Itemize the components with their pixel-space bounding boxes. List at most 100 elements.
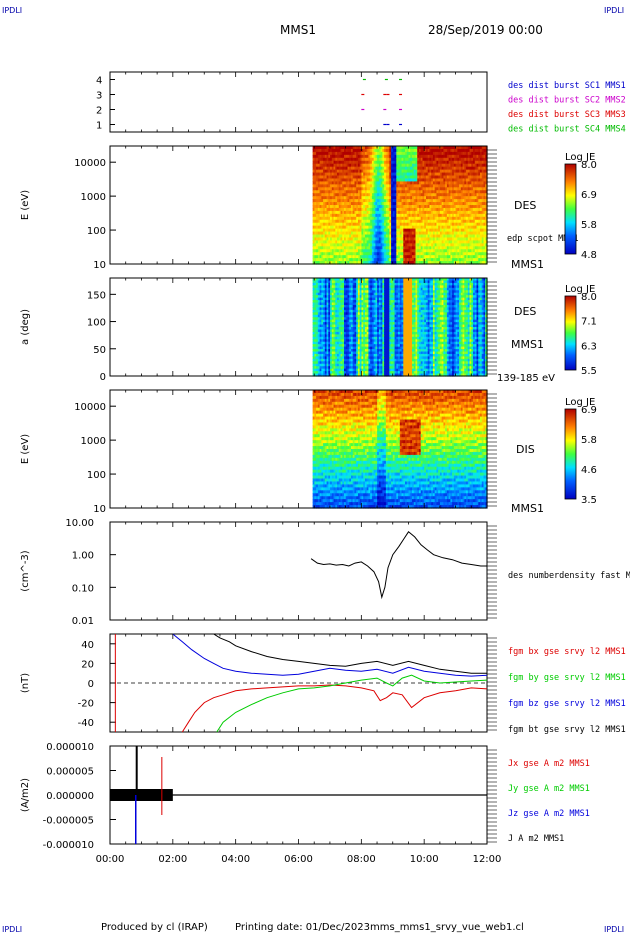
spectrogram-cell bbox=[462, 175, 465, 180]
spectrogram-cell bbox=[432, 246, 436, 250]
spectrogram-cell bbox=[384, 252, 387, 256]
spectrogram-cell bbox=[347, 151, 350, 156]
spectrogram-cell bbox=[314, 216, 317, 221]
des-energy-label: DES bbox=[514, 199, 536, 212]
spectrogram-cell bbox=[425, 234, 429, 239]
spectrogram-cell bbox=[394, 240, 397, 244]
spectrogram-cell bbox=[380, 249, 383, 253]
spectrogram-cell bbox=[429, 148, 432, 153]
spectrogram-cell bbox=[452, 193, 455, 197]
spectrogram-cell bbox=[366, 190, 370, 194]
spectrogram-cell bbox=[436, 187, 439, 191]
spectrogram-cell bbox=[438, 261, 441, 265]
spectrogram-cell bbox=[453, 184, 457, 188]
spectrogram-cell bbox=[361, 252, 364, 256]
spectrogram-cell bbox=[450, 166, 453, 171]
spectrogram-cell bbox=[385, 190, 389, 194]
spectrogram-cell bbox=[382, 181, 385, 185]
spectrogram-cell bbox=[415, 237, 418, 241]
spectrogram-cell bbox=[417, 146, 420, 150]
spectrogram-cell bbox=[314, 148, 317, 153]
spectrogram-cell bbox=[431, 205, 434, 209]
spectrogram-cell bbox=[391, 199, 394, 203]
spectrogram-cell bbox=[373, 175, 376, 180]
spectrogram-cell bbox=[366, 222, 370, 227]
spectrogram-cell bbox=[392, 193, 396, 197]
spectrogram-cell bbox=[314, 190, 317, 194]
spectrogram-cell bbox=[364, 246, 368, 250]
spectrogram-cell bbox=[330, 213, 333, 218]
spectrogram-cell bbox=[441, 151, 445, 156]
spectrogram-cell bbox=[324, 175, 328, 180]
spectrogram-cell bbox=[330, 219, 333, 224]
spectrogram-cell bbox=[342, 228, 345, 233]
spectrogram-cell bbox=[450, 216, 453, 221]
spectrogram-cell bbox=[326, 210, 329, 215]
spectrogram-cell bbox=[335, 160, 338, 165]
spectrogram-cell bbox=[338, 190, 342, 194]
spectrogram-cell bbox=[330, 222, 333, 227]
spectrogram-cell bbox=[361, 181, 364, 185]
spectrogram-cell bbox=[450, 163, 453, 168]
spectrogram-cell bbox=[450, 237, 453, 241]
spectrogram-cell bbox=[356, 163, 359, 168]
spectrogram-cell bbox=[342, 199, 345, 203]
spectrogram-cell bbox=[345, 234, 349, 239]
spectrogram-cell bbox=[412, 178, 415, 182]
spectrogram-cell bbox=[394, 243, 397, 247]
spectrogram-cell bbox=[356, 187, 359, 191]
spectrogram-cell bbox=[359, 178, 363, 182]
spectrogram-cell bbox=[326, 193, 329, 197]
spectrogram-cell bbox=[351, 237, 354, 241]
spectrogram-cell bbox=[333, 246, 336, 250]
spectrogram-cell bbox=[349, 261, 352, 265]
spectrogram-cell bbox=[422, 178, 425, 182]
spectrogram-cell bbox=[316, 246, 319, 250]
spectrogram-cell bbox=[371, 146, 375, 150]
spectrogram-cell bbox=[384, 225, 387, 230]
spectrogram-cell bbox=[347, 202, 350, 206]
spectrogram-cell bbox=[459, 261, 462, 265]
spectrogram-cell bbox=[424, 210, 427, 215]
spectrogram-cell bbox=[422, 237, 425, 241]
spectrogram-cell bbox=[436, 151, 439, 156]
spectrogram-cell bbox=[431, 181, 434, 185]
spectrogram-cell bbox=[441, 246, 445, 250]
spectrogram-cell bbox=[331, 146, 335, 150]
spectrogram-cell bbox=[364, 151, 368, 156]
spectrogram-cell bbox=[413, 249, 417, 253]
spectrogram-cell bbox=[389, 219, 392, 224]
spectrogram-cell bbox=[387, 228, 390, 233]
spectrogram-cell bbox=[344, 240, 347, 244]
spectrogram-cell bbox=[338, 172, 342, 177]
spectrogram-cell bbox=[314, 175, 317, 180]
spectrogram-cell bbox=[349, 199, 352, 203]
spectrogram-cell bbox=[391, 187, 394, 191]
spectrogram-cell bbox=[429, 163, 432, 168]
spectrogram-cell bbox=[432, 216, 436, 221]
spectrogram-cell bbox=[342, 202, 345, 206]
spectrogram-cell bbox=[377, 196, 380, 200]
spectrogram-cell bbox=[337, 255, 340, 259]
spectrogram-cell bbox=[324, 160, 328, 165]
spectrogram-cell bbox=[371, 261, 375, 265]
spectrogram-cell bbox=[375, 175, 378, 180]
spectrogram-cell bbox=[366, 255, 370, 259]
spectrogram-cell bbox=[399, 199, 403, 203]
spectrogram-cell bbox=[345, 207, 349, 212]
spectrogram-cell bbox=[432, 213, 436, 218]
spectrogram-cell bbox=[396, 146, 399, 150]
spectrogram-cell bbox=[391, 210, 394, 215]
spectrogram-cell bbox=[361, 228, 364, 233]
spectrogram-cell bbox=[422, 261, 425, 265]
spectrogram-cell bbox=[357, 243, 361, 247]
spectrogram-cell bbox=[317, 166, 321, 171]
spectrogram-cell bbox=[373, 234, 376, 239]
spectrogram-cell bbox=[352, 237, 356, 241]
spectrogram-cell bbox=[338, 261, 342, 265]
spectrogram-cell bbox=[319, 210, 322, 215]
spectrogram-cell bbox=[384, 193, 387, 197]
spectrogram-cell bbox=[357, 166, 361, 171]
spectrogram-cell bbox=[340, 146, 343, 150]
spectrogram-cell bbox=[413, 216, 417, 221]
